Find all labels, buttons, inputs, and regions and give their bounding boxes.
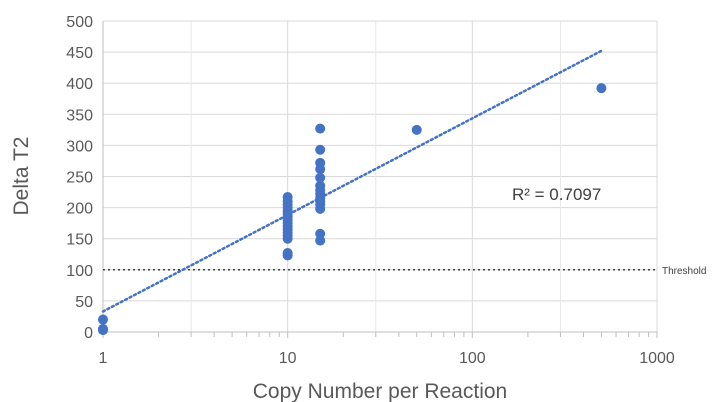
data-point (315, 172, 326, 183)
data-point (98, 314, 108, 325)
trendline (101, 49, 603, 313)
x-tick-label: 1000 (639, 350, 675, 367)
y-tick-label: 250 (66, 170, 93, 187)
data-point (315, 235, 326, 246)
data-point (282, 250, 293, 261)
x-tick-label: 10 (279, 350, 297, 367)
x-axis-title: Copy Number per Reaction (253, 380, 507, 402)
data-point (98, 325, 108, 336)
x-tick-label: 1 (99, 350, 108, 367)
y-tick-label: 0 (84, 325, 93, 342)
data-point (315, 203, 326, 214)
r-squared-label: R² = 0.7097 (512, 185, 601, 204)
y-tick-label: 100 (66, 263, 93, 280)
y-tick-label: 450 (66, 45, 93, 62)
y-tick-label: 300 (66, 138, 93, 155)
y-tick-label: 350 (66, 107, 93, 124)
y-tick-label: 500 (66, 14, 93, 31)
data-point (315, 164, 326, 175)
data-point (315, 228, 326, 239)
data-point (315, 144, 326, 155)
threshold-label: Threshold (662, 266, 706, 277)
trendline-group (101, 49, 603, 313)
y-tick-label: 50 (75, 294, 93, 311)
gridlines (103, 20, 658, 332)
data-point (596, 83, 607, 94)
data-point (282, 233, 293, 244)
data-point (411, 124, 422, 135)
y-tick-label: 400 (66, 76, 93, 93)
axes: 0 50 100 150 200 250 300 350 400 450 500 1 10 100 1000 (66, 14, 675, 367)
data-points (98, 83, 607, 336)
x-tick-label: 100 (459, 350, 486, 367)
y-tick-label: 150 (66, 232, 93, 249)
y-tick-label: 200 (66, 201, 93, 218)
y-axis-title: Delta T2 (10, 137, 33, 216)
data-point (315, 123, 326, 134)
